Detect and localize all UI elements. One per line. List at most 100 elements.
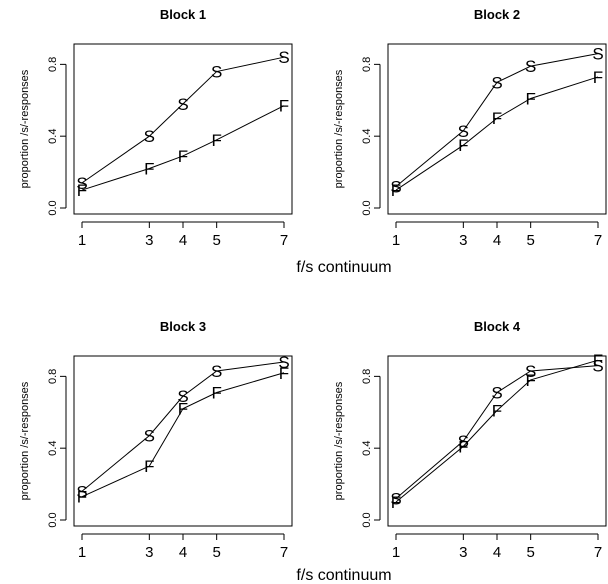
- data-point-f: F: [525, 371, 535, 390]
- x-tick-label: 4: [493, 544, 501, 561]
- y-axis-label: proportion /s/-responses: [333, 69, 345, 188]
- x-tick-label: 7: [280, 544, 288, 561]
- series-line-f: [395, 359, 599, 503]
- x-tick-label: 5: [526, 544, 534, 561]
- x-tick-label: 1: [78, 232, 86, 249]
- data-point-f: F: [144, 160, 154, 179]
- data-point-s: S: [525, 57, 536, 76]
- data-point-s: S: [211, 63, 222, 82]
- series-line-s: [81, 361, 285, 492]
- data-point-f: F: [211, 384, 221, 403]
- data-point-f: F: [525, 89, 535, 108]
- data-point-f: F: [178, 147, 188, 166]
- series-line-f: [81, 105, 285, 191]
- y-tick-label: 0.4: [47, 129, 59, 144]
- x-tick-label: 1: [392, 544, 400, 561]
- x-tick-label: 3: [459, 544, 467, 561]
- data-point-s: S: [458, 432, 469, 451]
- data-point-s: S: [278, 48, 289, 67]
- x-tick-label: 5: [212, 544, 220, 561]
- series-line-f: [395, 76, 599, 191]
- x-tick-label: 5: [526, 232, 534, 249]
- x-tick-label: 3: [145, 232, 153, 249]
- x-tick-label: 1: [78, 544, 86, 561]
- data-point-s: S: [144, 427, 155, 446]
- series-line-s: [395, 53, 599, 187]
- x-axis-label-bottom: f/s continuum: [296, 567, 391, 584]
- data-point-s: S: [458, 122, 469, 141]
- y-axis-label: proportion /s/-responses: [333, 381, 345, 500]
- data-point-s: S: [177, 387, 188, 406]
- x-tick-label: 7: [594, 232, 602, 249]
- y-tick-label: 0.8: [47, 57, 59, 72]
- x-axis-label-top: f/s continuum: [296, 259, 391, 276]
- y-tick-label: 0.0: [361, 200, 373, 215]
- data-point-f: F: [391, 493, 401, 512]
- data-point-f: F: [77, 181, 87, 200]
- x-tick-label: 4: [179, 544, 187, 561]
- y-axis-label: proportion /s/-responses: [19, 381, 31, 500]
- series-line-s: [395, 365, 599, 499]
- plot-frame: [387, 355, 607, 527]
- y-tick-label: 0.0: [361, 512, 373, 527]
- data-point-s: S: [177, 95, 188, 114]
- data-point-f: F: [492, 109, 502, 128]
- data-point-s: S: [278, 353, 289, 372]
- data-point-s: S: [491, 73, 502, 92]
- data-point-f: F: [279, 97, 289, 116]
- x-tick-label: 4: [493, 232, 501, 249]
- data-point-s: S: [525, 362, 536, 381]
- y-tick-label: 0.0: [47, 200, 59, 215]
- data-point-f: F: [458, 136, 468, 155]
- panel-4: Block 4 1 3 4 5 7 0.0 0.4 0.8 proportion /s/-resp…: [333, 319, 607, 561]
- data-point-s: S: [592, 45, 603, 64]
- panel-title: Block 2: [474, 7, 520, 22]
- y-tick-label: 0.4: [361, 441, 373, 456]
- data-point-s: S: [211, 362, 222, 381]
- panel-title: Block 4: [474, 319, 521, 334]
- y-tick-label: 0.4: [361, 129, 373, 144]
- plot-frame: [387, 43, 607, 215]
- y-tick-label: 0.4: [47, 441, 59, 456]
- data-point-f: F: [144, 457, 154, 476]
- data-point-f: F: [593, 68, 603, 87]
- data-point-f: F: [492, 401, 502, 420]
- panels: Block 1 1 3 4 5 7 0.0 0.4 0.8 proportion /s/-resp…: [19, 7, 607, 561]
- x-tick-label: 4: [179, 232, 187, 249]
- y-tick-label: 0.0: [47, 512, 59, 527]
- series-line-f: [81, 372, 285, 498]
- panel-1: Block 1 1 3 4 5 7 0.0 0.4 0.8 proportion /s/-resp…: [19, 7, 293, 249]
- data-point-s: S: [390, 489, 401, 508]
- data-point-f: F: [279, 364, 289, 383]
- y-tick-label: 0.8: [361, 57, 373, 72]
- panel-title: Block 1: [160, 7, 206, 22]
- data-point-f: F: [178, 400, 188, 419]
- data-point-s: S: [491, 384, 502, 403]
- panel-title: Block 3: [160, 319, 206, 334]
- y-tick-label: 0.8: [47, 369, 59, 384]
- series-line-s: [81, 56, 285, 184]
- panel-3: Block 3 1 3 4 5 7 0.0 0.4 0.8 proportion /s/-resp…: [19, 319, 293, 561]
- data-point-f: F: [211, 131, 221, 150]
- data-point-f: F: [77, 488, 87, 507]
- x-tick-label: 5: [212, 232, 220, 249]
- plot-frame: [73, 43, 293, 215]
- y-tick-label: 0.8: [361, 369, 373, 384]
- data-point-s: S: [390, 177, 401, 196]
- panel-2: Block 2 1 3 4 5 7 0.0 0.4 0.8 proportion /s/-resp…: [333, 7, 607, 249]
- data-point-s: S: [76, 174, 87, 193]
- plot-frame: [73, 355, 293, 527]
- data-point-s: S: [144, 127, 155, 146]
- data-point-f: F: [458, 437, 468, 456]
- x-tick-label: 1: [392, 232, 400, 249]
- x-tick-label: 3: [145, 544, 153, 561]
- y-axis-label: proportion /s/-responses: [19, 69, 31, 188]
- data-point-f: F: [593, 351, 603, 370]
- data-point-s: S: [592, 357, 603, 376]
- x-tick-label: 3: [459, 232, 467, 249]
- data-point-s: S: [76, 482, 87, 501]
- x-tick-label: 7: [594, 544, 602, 561]
- data-point-f: F: [391, 181, 401, 200]
- x-tick-label: 7: [280, 232, 288, 249]
